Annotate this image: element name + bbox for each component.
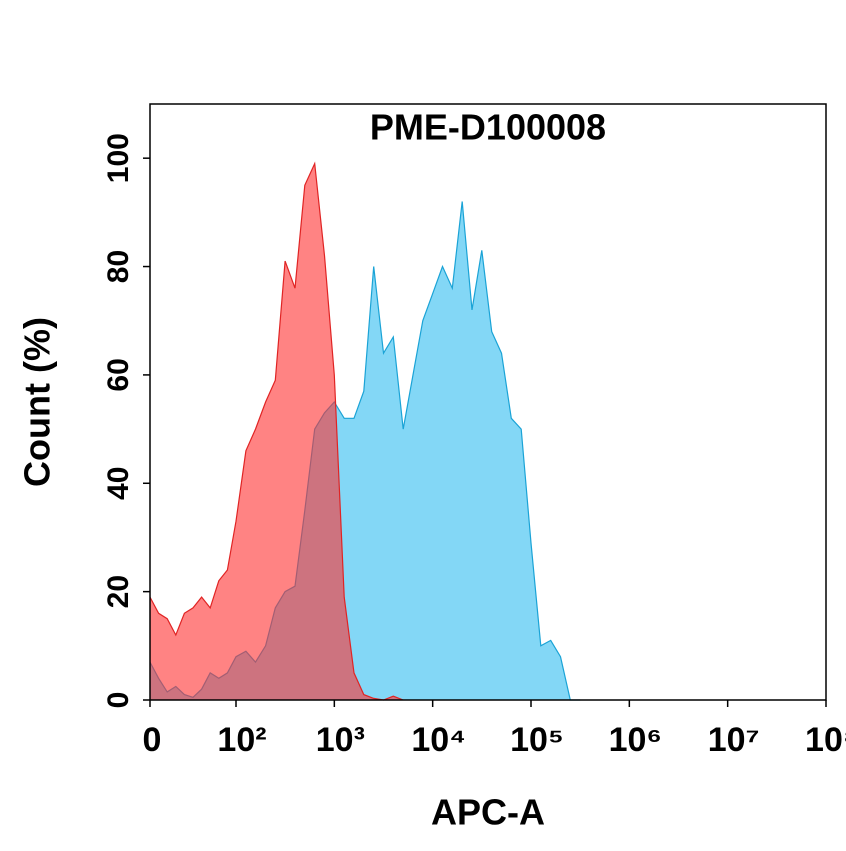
area-fill — [150, 163, 404, 701]
plot-frame — [149, 103, 827, 701]
x-tick-label: 10³ — [316, 721, 365, 759]
area-fill — [150, 201, 581, 700]
x-axis-label: APC-A — [431, 792, 545, 833]
x-tick-label: 10⁵ — [510, 721, 564, 759]
area-line — [149, 161, 404, 701]
y-tick-label: 20 — [102, 575, 135, 608]
x-tick-label: 10⁴ — [411, 721, 466, 759]
x-tick-label: 0 — [143, 721, 162, 759]
y-tick-label: 40 — [102, 467, 135, 500]
x-tick-label: 10⁶ — [609, 721, 662, 759]
y-axis-label: Count (%) — [17, 317, 58, 487]
x-tick-label: 10² — [217, 721, 266, 759]
y-tick-label: 100 — [102, 133, 135, 183]
x-tick-label: 10⁸ — [805, 721, 846, 759]
chart-title: PME-D100008 — [370, 107, 606, 148]
y-tick-label: 60 — [102, 358, 135, 391]
y-tick-label: 0 — [102, 692, 135, 709]
x-tick-label: 10⁷ — [708, 721, 760, 759]
y-tick-label: 80 — [102, 250, 135, 283]
